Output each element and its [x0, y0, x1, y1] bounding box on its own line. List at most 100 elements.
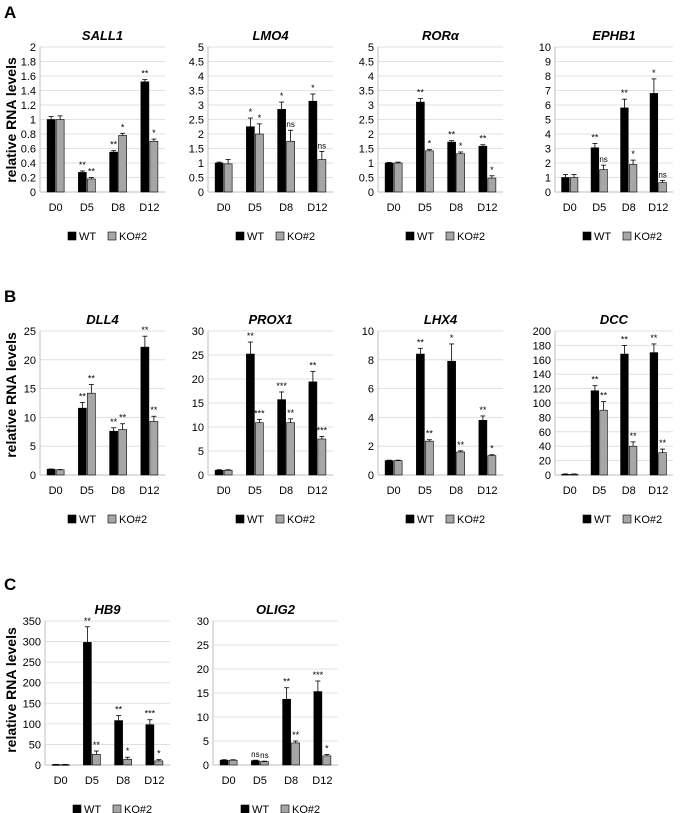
x-tick-label: D8	[116, 775, 130, 787]
y-tick-label: 160	[533, 355, 551, 367]
x-tick-label: D0	[49, 202, 63, 214]
bar-wt-d0	[384, 460, 394, 476]
y-axis-label-a: relative RNA levels	[3, 57, 19, 183]
bar-wt-d8	[109, 430, 118, 476]
x-tick-label: D12	[307, 202, 327, 214]
bar-wt-d0	[561, 473, 570, 476]
x-tick-label: D0	[217, 202, 231, 214]
bar-wt-d0	[46, 468, 56, 476]
x-tick-label: D0	[387, 202, 401, 214]
y-tick-label: 10	[197, 712, 209, 724]
x-tick-label: D5	[80, 202, 94, 214]
y-tick-label: 5	[545, 115, 551, 127]
legend-label-wt: WT	[79, 231, 96, 243]
x-tick-label: D8	[111, 485, 125, 497]
y-tick-label: 2	[368, 129, 374, 141]
chart-title: DCC	[600, 312, 629, 327]
bar-wt-d12	[649, 352, 659, 476]
significance-label: **	[591, 132, 599, 142]
y-tick-label: 0	[30, 187, 36, 199]
bar-wt-d8	[114, 720, 123, 766]
x-tick-label: D8	[622, 202, 636, 214]
legend-swatch-ko2	[622, 514, 632, 524]
legend-swatch-ko2	[107, 514, 117, 524]
bar-wt-d8	[620, 353, 629, 476]
bar-ko2-d5	[87, 392, 96, 476]
legend-swatch-wt	[72, 804, 82, 813]
x-tick-label: D8	[111, 202, 125, 214]
y-tick-label: 30	[197, 616, 209, 628]
y-tick-label: 0	[368, 470, 374, 482]
bar-wt-d5	[246, 126, 255, 193]
legend-label-ko2: KO#2	[292, 804, 320, 813]
y-tick-label: 6	[545, 100, 551, 112]
legend-swatch-wt	[240, 804, 250, 813]
significance-label: ns	[286, 120, 294, 129]
y-tick-label: 4	[368, 71, 374, 83]
y-tick-label: 5	[203, 736, 209, 748]
significance-label: ns	[318, 141, 326, 150]
bar-wt-d12	[145, 724, 155, 766]
legend-label-ko2: KO#2	[119, 514, 147, 526]
y-tick-label: 1	[368, 158, 374, 170]
chart-lmo4: LMO4 0 0.5 1 1.5 2 2.5 3 3.5 4 4.5 5 D0 * * D5 * ns D8 * ns D…	[189, 28, 333, 243]
y-tick-label: 15	[197, 688, 209, 700]
bar-wt-d8	[447, 360, 456, 476]
y-tick-label: 200	[533, 326, 551, 338]
significance-label: *	[459, 141, 463, 151]
significance-label: *	[121, 122, 125, 132]
significance-label: *	[325, 743, 329, 753]
significance-label: ns	[260, 751, 268, 760]
legend-label-wt: WT	[594, 231, 611, 243]
bar-wt-d0	[214, 469, 224, 476]
bar-wt-d5	[590, 390, 600, 476]
bar-ko2-d0	[228, 759, 238, 766]
significance-label: **	[591, 375, 599, 385]
x-tick-label: D8	[279, 202, 293, 214]
y-tick-label: 20	[539, 456, 551, 468]
x-tick-label: D12	[477, 202, 497, 214]
significance-label: ***	[145, 709, 156, 719]
y-tick-label: 0	[545, 187, 551, 199]
y-tick-label: 4	[198, 71, 204, 83]
y-tick-label: 5	[368, 42, 374, 54]
significance-label: *	[450, 333, 454, 343]
significance-label: **	[79, 160, 87, 170]
chart-ror: RORα00.511.522.533.544.55D0***D5***D8***…	[359, 28, 503, 243]
significance-label: **	[141, 69, 149, 79]
significance-label: **	[79, 391, 87, 401]
x-tick-label: D0	[217, 485, 231, 497]
bar-ko2-d8	[456, 451, 465, 476]
bar-wt-d12	[140, 346, 150, 476]
bar-ko2-d8	[286, 422, 295, 476]
x-tick-label: D5	[418, 202, 432, 214]
x-tick-label: D5	[592, 202, 606, 214]
chart-title: RORα	[422, 28, 460, 43]
y-tick-label: 20	[192, 374, 204, 386]
bar-ko2-d8	[118, 429, 127, 476]
legend-label-ko2: KO#2	[287, 231, 315, 243]
significance-label: *	[126, 746, 130, 756]
legend-label-ko2: KO#2	[457, 231, 485, 243]
significance-label: *	[157, 749, 161, 759]
legend-label-ko2: KO#2	[124, 804, 152, 813]
bar-wt-d8	[282, 698, 291, 766]
chart-title: LMO4	[252, 28, 289, 43]
x-tick-label: D12	[312, 775, 332, 787]
significance-label: **	[659, 438, 667, 448]
y-tick-label: 3	[198, 100, 204, 112]
bar-wt-d12	[308, 100, 318, 193]
y-tick-label: 100	[533, 398, 551, 410]
y-tick-label: 4	[545, 129, 551, 141]
bar-wt-d8	[447, 141, 456, 193]
legend-label-wt: WT	[84, 804, 101, 813]
y-tick-label: 40	[539, 441, 551, 453]
chart-title: PROX1	[248, 312, 292, 327]
y-tick-label: 1.2	[21, 100, 36, 112]
bar-ko2-d12	[487, 177, 497, 193]
bar-ko2-d5	[425, 150, 434, 193]
bar-ko2-d8	[628, 164, 638, 193]
bar-ko2-d8	[118, 135, 127, 193]
bar-ko2-d12	[487, 455, 497, 476]
